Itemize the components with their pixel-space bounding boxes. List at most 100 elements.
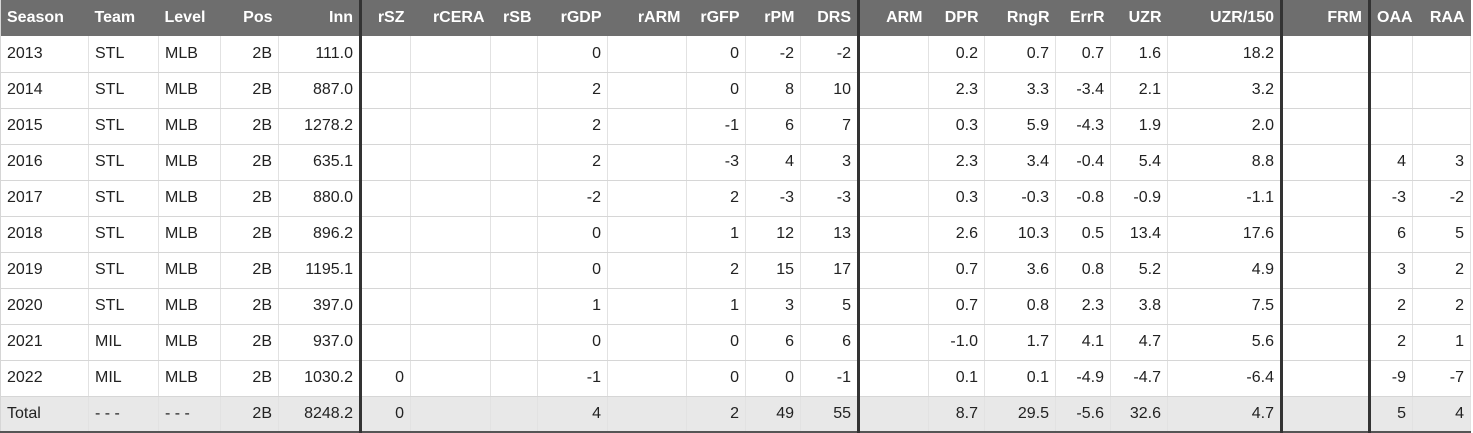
cell: 0 [537,216,608,253]
cell: -2 [537,180,608,217]
cell [360,180,411,217]
cell [360,108,411,145]
cell: 4 [537,396,608,433]
cell: 6 [745,324,801,361]
cell: 2B [220,72,279,109]
cell: 6 [745,108,801,145]
column-header: OAA [1369,0,1413,36]
cell: STL [88,36,159,73]
cell [410,180,491,217]
cell [1369,36,1413,73]
cell: MLB [158,216,221,253]
cell: -0.4 [1055,144,1111,181]
cell: 2018 [0,216,89,253]
cell: 49 [745,396,801,433]
column-header: rCERA [410,0,491,36]
cell: 1.9 [1110,108,1168,145]
cell: 0.7 [1055,36,1111,73]
cell: 887.0 [278,72,362,109]
column-header: UZR [1110,0,1168,36]
cell: - - - [88,396,159,433]
cell: 2019 [0,252,89,289]
cell: 2 [537,144,608,181]
cell: 0 [686,72,746,109]
column-header: rGDP [537,0,608,36]
column-header: Pos [220,0,279,36]
cell: 1195.1 [278,252,362,289]
cell: 8.7 [928,396,985,433]
cell [858,360,929,397]
cell [490,72,538,109]
cell: -4.9 [1055,360,1111,397]
cell [858,396,929,433]
cell: 2013 [0,36,89,73]
cell [490,324,538,361]
cell [490,180,538,217]
cell: 2B [220,144,279,181]
cell: -5.6 [1055,396,1111,433]
cell [410,108,491,145]
cell: 3.3 [984,72,1056,109]
cell: 5.4 [1110,144,1168,181]
cell [490,360,538,397]
cell: -4.3 [1055,108,1111,145]
cell [490,216,538,253]
cell [410,360,491,397]
cell [360,72,411,109]
cell: 2021 [0,324,89,361]
cell: 0.2 [928,36,985,73]
cell [1412,72,1471,109]
cell: 5.6 [1167,324,1283,361]
cell: 4.9 [1167,252,1283,289]
cell: -6.4 [1167,360,1283,397]
cell: 17.6 [1167,216,1283,253]
cell: 17 [800,252,860,289]
cell: -0.9 [1110,180,1168,217]
cell [607,180,687,217]
cell: -9 [1369,360,1413,397]
cell: 2B [220,324,279,361]
cell [360,144,411,181]
cell: 2B [220,108,279,145]
cell [410,396,491,433]
cell: 0 [360,396,411,433]
cell: 2B [220,216,279,253]
cell: 0.3 [928,180,985,217]
cell: 3 [1412,144,1471,181]
cell: 2.6 [928,216,985,253]
column-header: rGFP [686,0,746,36]
cell: 397.0 [278,288,362,325]
column-header: Season [0,0,89,36]
cell: 7 [800,108,860,145]
cell [858,108,929,145]
data-row: 2017 STL MLB 2B 880.0 -2 2 -3 -3 0.3 -0.3 -0.8 -0.9-… [0,180,1471,217]
cell [360,252,411,289]
cell: 0.7 [984,36,1056,73]
column-header: UZR/150 [1167,0,1283,36]
cell [1281,144,1371,181]
cell [360,36,411,73]
cell: 3 [1369,252,1413,289]
data-row: 2022 MIL MLB 2B 1030.2 0 -1 0 0 -1 0.1 0.1 -4.9 -4.7-… [0,360,1471,397]
cell: -3.4 [1055,72,1111,109]
column-header: Inn [278,0,362,36]
cell: 4.1 [1055,324,1111,361]
cell [1412,36,1471,73]
cell: 4 [1369,144,1413,181]
cell: MLB [158,288,221,325]
cell: 1030.2 [278,360,362,397]
cell: 0 [537,324,608,361]
cell: 0 [537,36,608,73]
cell: MLB [158,36,221,73]
cell: 2 [537,108,608,145]
cell: 0.3 [928,108,985,145]
data-row: 2015 STL MLB 2B 1278.2 2 -1 6 7 0.3 5.9 -4.3 1.9 2.0 [0,108,1471,145]
cell: 2 [537,72,608,109]
cell: -0.8 [1055,180,1111,217]
cell: 0 [360,360,411,397]
cell: MIL [88,360,159,397]
cell: -3 [1369,180,1413,217]
cell: 3.2 [1167,72,1283,109]
cell: 0.5 [1055,216,1111,253]
cell: 8248.2 [278,396,362,433]
